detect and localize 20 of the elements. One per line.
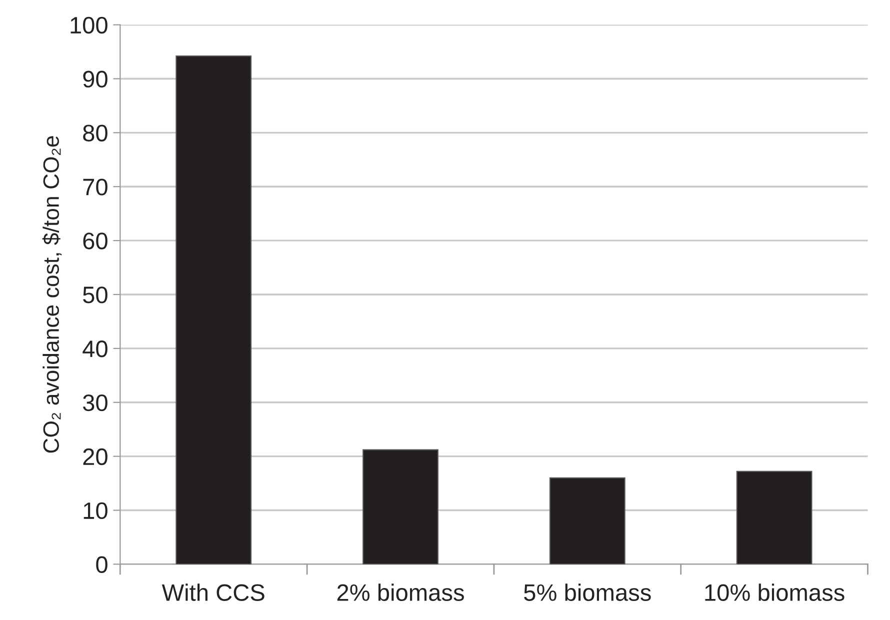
x-tick-label: With CCS	[162, 584, 264, 601]
y-tick-label: 0	[96, 556, 108, 573]
y-axis-title: CO₂ avoidance cost, $/ton CO₂e	[42, 136, 62, 453]
y-tick-label: 80	[83, 124, 108, 142]
bar	[736, 470, 812, 564]
x-tick-label: 10% biomass	[705, 584, 844, 601]
y-tick-label: 50	[83, 286, 108, 304]
y-tick-label: 70	[83, 178, 108, 196]
bar	[362, 449, 438, 564]
y-tick-label: 20	[83, 448, 108, 466]
x-tick-label: 2% biomass	[337, 584, 464, 601]
y-tick-label: 30	[82, 394, 108, 412]
bar	[549, 477, 626, 564]
bar	[176, 56, 252, 564]
y-tick-label: 40	[82, 340, 108, 358]
y-tick-label: 60	[83, 232, 108, 250]
x-tick-label: 5% biomass	[524, 584, 651, 601]
y-tick-label: 100	[70, 16, 108, 34]
y-tick-label: 90	[83, 70, 108, 88]
y-tick-label: 10	[84, 502, 108, 520]
